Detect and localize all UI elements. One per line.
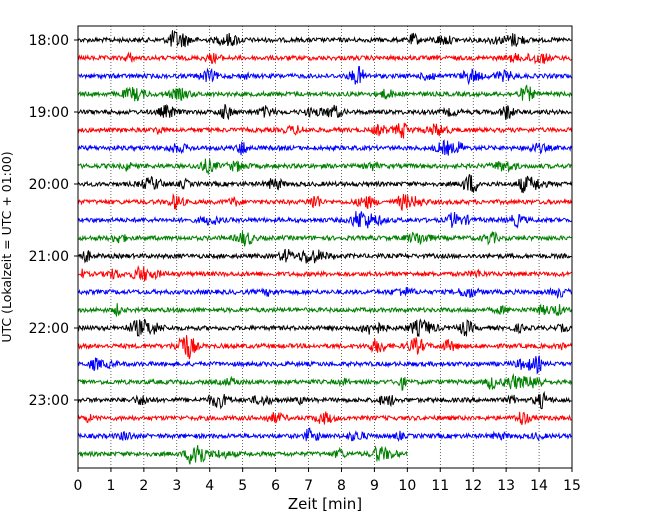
x-tick-label: 2 <box>139 478 148 494</box>
trace-2245 <box>77 372 572 392</box>
trace-2200 <box>77 318 572 337</box>
x-tick-label: 15 <box>563 478 581 494</box>
trace-1930 <box>77 139 572 156</box>
x-tick-label: 1 <box>106 478 115 494</box>
trace-2230 <box>77 355 572 375</box>
y-tick-label: 23:00 <box>29 393 69 409</box>
trace-2345 <box>77 445 408 465</box>
trace-1845 <box>77 84 572 102</box>
y-axis-label: UTC (Lokalzeit = UTC + 01:00) <box>0 151 14 342</box>
x-tick-label: 14 <box>530 478 548 494</box>
trace-1915 <box>77 122 572 139</box>
trace-1800 <box>77 30 572 48</box>
y-tick-label: 20:00 <box>29 177 69 193</box>
trace-2315 <box>77 411 572 426</box>
x-tick-label: 5 <box>238 478 247 494</box>
x-tick-label: 0 <box>74 478 83 494</box>
x-tick-label: 3 <box>172 478 181 494</box>
trace-2215 <box>77 335 572 360</box>
x-tick-label: 9 <box>370 478 379 494</box>
trace-2300 <box>77 390 572 410</box>
x-tick-label: 10 <box>398 478 416 494</box>
x-tick-label: 13 <box>497 478 515 494</box>
x-tick-label: 6 <box>271 478 280 494</box>
plot-frame <box>77 25 573 469</box>
trace-1945 <box>77 158 572 176</box>
y-tick-label: 21:00 <box>29 249 69 265</box>
trace-2030 <box>77 211 572 229</box>
trace-2045 <box>77 231 572 247</box>
trace-1900 <box>77 103 572 121</box>
x-tick-label: 4 <box>205 478 214 494</box>
x-tick-label: 11 <box>431 478 449 494</box>
trace-2330 <box>77 427 572 442</box>
x-tick-label: 12 <box>464 478 482 494</box>
trace-1815 <box>77 51 572 65</box>
x-axis-ticks: 0 1 2 3 4 5 6 7 8 9 10 11 12 13 14 15 <box>74 468 581 494</box>
trace-2100 <box>77 248 572 264</box>
trace-2145 <box>77 303 572 318</box>
trace-1830 <box>77 66 572 86</box>
trace-2115 <box>78 265 572 282</box>
y-tick-label: 22:00 <box>29 321 69 337</box>
trace-2000 <box>77 173 572 194</box>
y-tick-label: 19:00 <box>29 105 69 121</box>
y-axis-ticks: 18:00 19:00 20:00 21:00 22:00 23:00 <box>29 33 78 409</box>
x-tick-label: 7 <box>304 478 313 494</box>
y-tick-label: 18:00 <box>29 33 69 49</box>
x-axis-label: Zeit [min] <box>288 495 362 513</box>
trace-group <box>77 30 572 465</box>
trace-2130 <box>77 287 572 299</box>
trace-2015 <box>77 193 572 211</box>
x-tick-label: 8 <box>337 478 346 494</box>
